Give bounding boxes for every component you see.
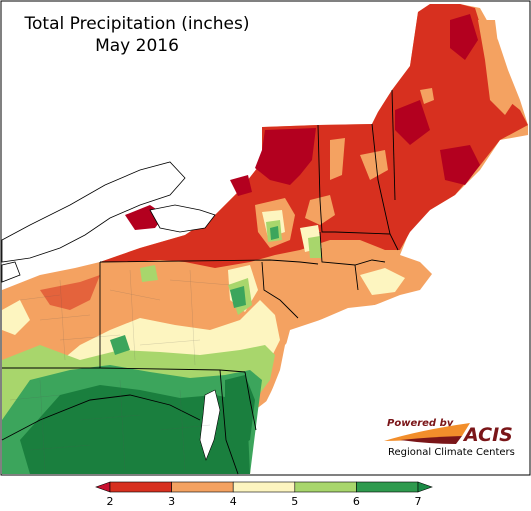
legend-segment <box>294 481 357 493</box>
region-orange-north <box>255 20 515 248</box>
logo-acis-text: ACIS <box>462 424 513 446</box>
legend-tick-label: 4 <box>230 495 237 508</box>
region-dark-green <box>20 375 255 474</box>
logo-subtitle: Regional Climate Centers <box>388 447 515 458</box>
legend-segment <box>232 481 296 493</box>
legend-colorbar: 2 3 4 5 6 7 <box>95 481 433 508</box>
legend-segment <box>171 481 234 493</box>
state-borders <box>1 89 399 475</box>
legend-tick-label: 7 <box>415 495 422 508</box>
atlantic-ocean <box>255 140 529 474</box>
logo-swoosh-icon <box>384 423 470 441</box>
legend-tick-label: 2 <box>107 495 114 508</box>
map-title: Total Precipitation (inches) <box>24 14 250 34</box>
legend-tick-label: 5 <box>291 495 298 508</box>
logo-powered-by: Powered by <box>387 418 454 429</box>
legend-arrow-high <box>417 481 433 493</box>
county-lines <box>9 269 231 471</box>
legend-segment <box>109 481 172 493</box>
great-lakes <box>1 161 216 283</box>
legend-segment <box>356 481 419 493</box>
legend-tick-label: 3 <box>168 495 175 508</box>
acis-logo: Powered by ACIS Regional Climate Centers <box>384 418 515 458</box>
map-subtitle: May 2016 <box>95 36 179 56</box>
legend-tick-label: 6 <box>353 495 360 508</box>
